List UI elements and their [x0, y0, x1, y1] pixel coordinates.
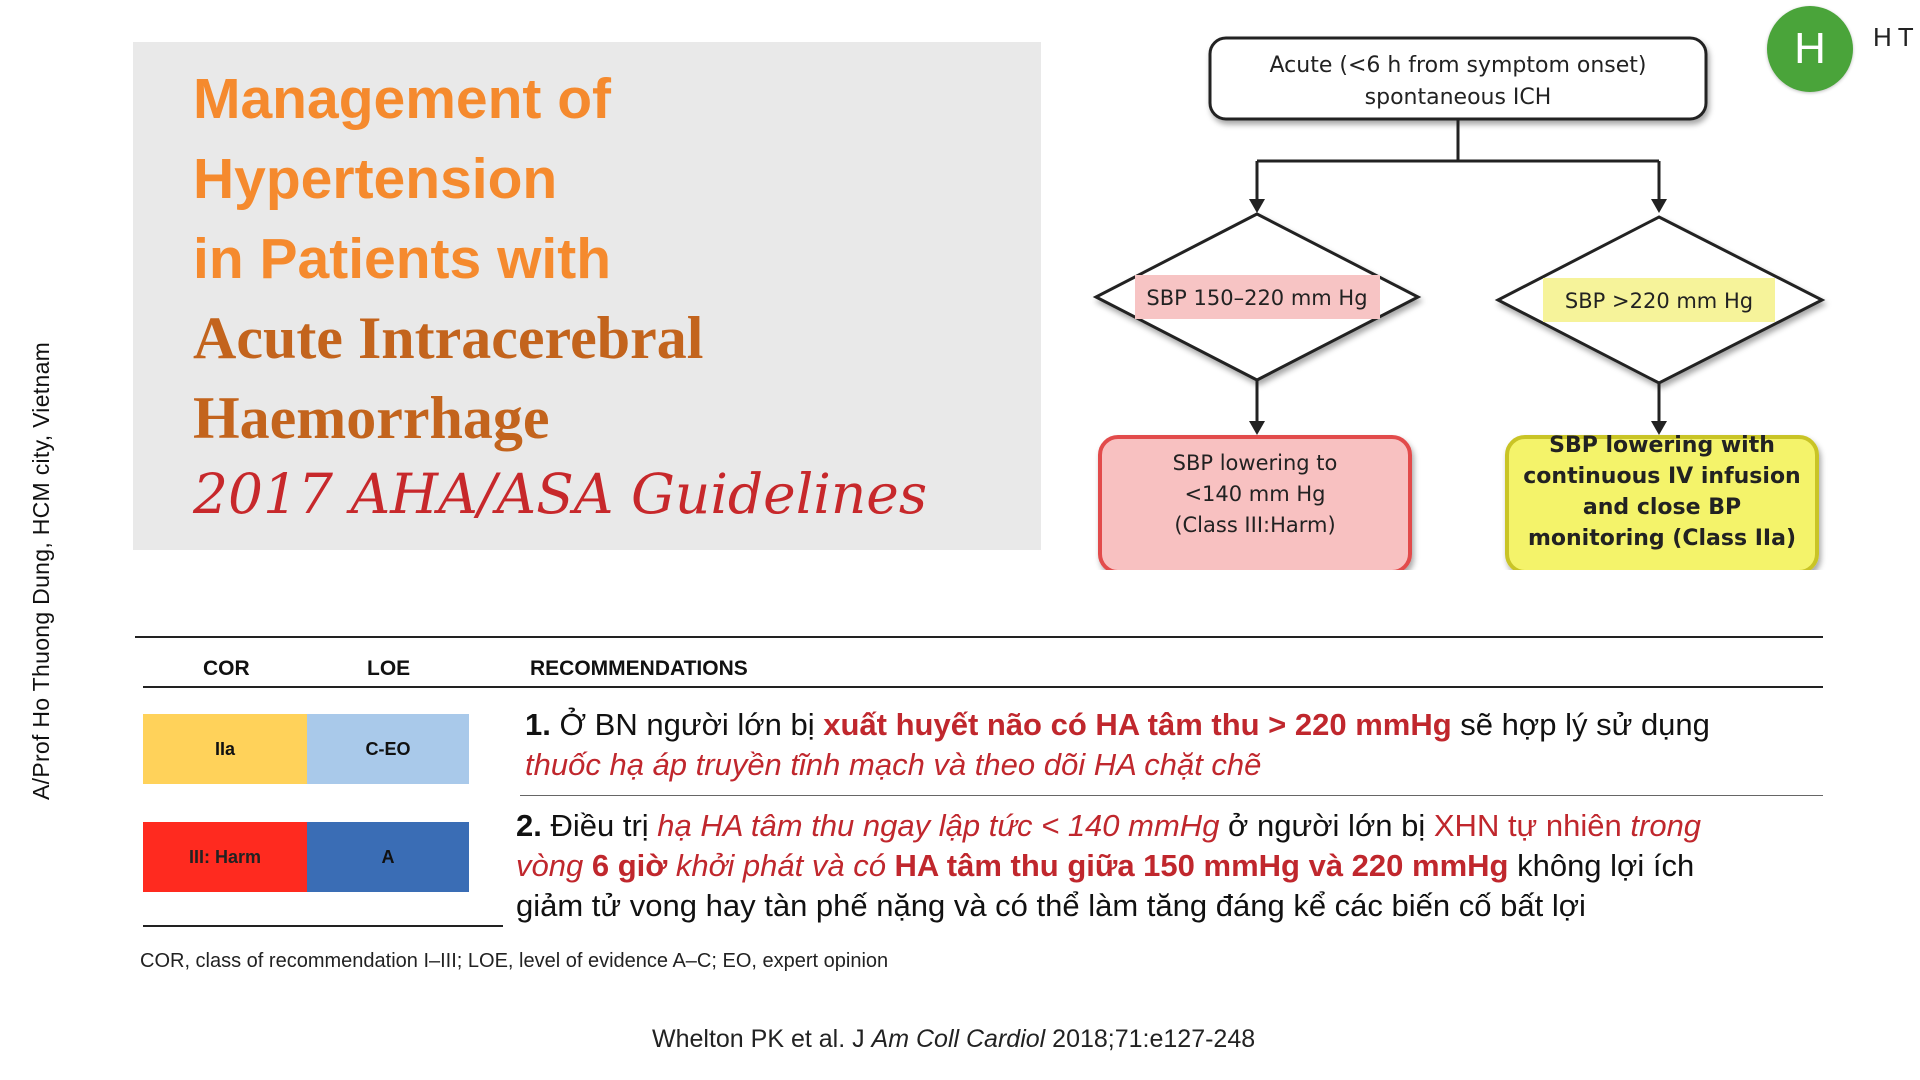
- header-recommendations: RECOMMENDATIONS: [530, 657, 748, 680]
- title-guidelines: 2017 AHA/ASA Guidelines: [193, 462, 928, 526]
- citation-authors: Whelton PK et al. J: [652, 1025, 872, 1053]
- title-line-1: Management of: [193, 67, 612, 131]
- row1-recommendation: 1. Ở BN người lớn bị xuất huyết não có H…: [525, 705, 1825, 785]
- header-loe: LOE: [367, 657, 411, 680]
- title-panel: Management of Hypertension in Patients w…: [133, 42, 1041, 550]
- logo-text: HT: [1873, 22, 1920, 52]
- row1-loe-cell: C-EO: [307, 714, 469, 784]
- table-top-rule: [135, 636, 1823, 638]
- left-result-line2: <140 mm Hg: [1184, 482, 1326, 506]
- arrow-head: [1651, 199, 1667, 213]
- row2-text-f: vòng: [516, 848, 592, 883]
- row1-text-b: xuất huyết não có HA tâm thu > 220 mmHg: [823, 707, 1452, 742]
- right-result-line4: monitoring (Class IIa): [1527, 526, 1797, 551]
- flow-right-result-text: SBP lowering with continuous IV infusion…: [1507, 430, 1817, 554]
- flow-left-result-text: SBP lowering to <140 mm Hg (Class III:Ha…: [1100, 448, 1410, 541]
- right-result-line1: SBP lowering with: [1549, 433, 1775, 458]
- row2-text-h: khởi phát và có: [667, 848, 895, 883]
- row2-text-c: ở người lớn bị: [1219, 808, 1434, 843]
- left-result-line1: SBP lowering to: [1172, 451, 1338, 475]
- row2-text-b: hạ HA tâm thu ngay lập tức < 140 mmHg: [657, 808, 1220, 843]
- row1-text-c: sẽ hợp lý sử dụng: [1451, 707, 1710, 742]
- row2-text-g: 6 giờ: [591, 848, 668, 883]
- flow-top-line2: spontaneous ICH: [1364, 85, 1552, 110]
- flowchart: SBP 150–220 mm Hg SBP >220 mm Hg: [1092, 36, 1826, 570]
- arrow-head: [1651, 421, 1667, 435]
- row2-text-k: giảm tử vong hay tàn phế nặng và có thể …: [516, 888, 1586, 923]
- row2-text-j: không lợi ích: [1508, 848, 1695, 883]
- title-line-3: in Patients with: [193, 227, 612, 291]
- citation-ref: 2018;71:e127-248: [1045, 1025, 1256, 1053]
- table-bottom-rule: [143, 925, 503, 927]
- right-result-line3: and close BP: [1582, 495, 1742, 520]
- row1-number: 1.: [525, 707, 551, 742]
- row1-cor-cell: IIa: [143, 714, 307, 784]
- left-result-line3: (Class III:Harm): [1174, 513, 1336, 537]
- row2-loe-cell: A: [307, 822, 469, 892]
- flow-left-result-box: [1098, 435, 1412, 570]
- row2-text-e: trong: [1630, 808, 1702, 843]
- row1-text-a: Ở BN người lớn bị: [559, 707, 824, 742]
- row1-text-d: thuốc hạ áp truyền tĩnh mạch và theo dõi…: [525, 747, 1262, 782]
- row2-recommendation: 2. Điều trị hạ HA tâm thu ngay lập tức <…: [516, 806, 1826, 926]
- arrow-head: [1249, 421, 1265, 435]
- row2-cor-cell: III: Harm: [143, 822, 307, 892]
- logo-badge: H: [1767, 6, 1853, 92]
- row-divider: [520, 795, 1823, 796]
- author-credit: A/Prof Ho Thuong Dung, HCM city, Vietnam: [28, 341, 54, 800]
- right-diamond-highlight: [1543, 278, 1775, 322]
- citation: Whelton PK et al. J Am Coll Cardiol 2018…: [652, 1025, 1255, 1054]
- flow-right-result-box: [1505, 435, 1819, 570]
- right-result-line2: continuous IV infusion: [1523, 464, 1801, 489]
- left-diamond-highlight: [1135, 275, 1380, 319]
- title-line-5: Haemorrhage: [193, 385, 550, 451]
- row2-number: 2.: [516, 808, 542, 843]
- title-line-4: Acute Intracerebral: [193, 305, 704, 371]
- table-footnote: COR, class of recommendation I–III; LOE,…: [140, 950, 889, 972]
- flow-top-line1: Acute (<6 h from symptom onset): [1269, 53, 1647, 78]
- arrow-head: [1249, 199, 1265, 213]
- table-header-rule: [143, 686, 1823, 688]
- right-diamond-label: SBP >220 mm Hg: [1565, 289, 1753, 313]
- row2-text-i: HA tâm thu giữa 150 mmHg và 220 mmHg: [894, 848, 1509, 883]
- row2-text-d: XHN tự nhiên: [1433, 808, 1631, 843]
- row2-text-a: Điều trị: [550, 808, 658, 843]
- left-diamond-label: SBP 150–220 mm Hg: [1146, 286, 1367, 310]
- title-line-2: Hypertension: [193, 147, 558, 211]
- flow-top-text: Acute (<6 h from symptom onset) spontane…: [1210, 50, 1706, 114]
- header-cor: COR: [203, 657, 250, 680]
- citation-journal: Am Coll Cardiol: [871, 1025, 1046, 1053]
